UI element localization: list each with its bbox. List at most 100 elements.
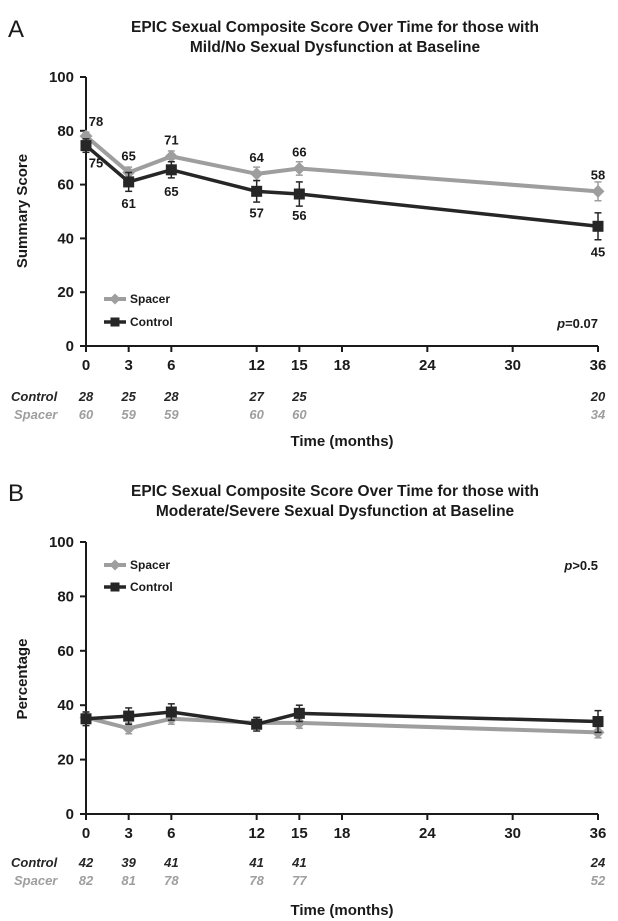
x-tick-label: 15 (291, 357, 308, 374)
x-tick-label: 6 (167, 825, 175, 842)
legend-marker-control (110, 582, 120, 592)
count-row-label-spacer: Spacer (14, 407, 58, 422)
count-control: 24 (590, 855, 606, 870)
count-spacer: 78 (249, 873, 264, 888)
count-spacer: 59 (121, 407, 136, 422)
x-tick-label: 3 (124, 357, 132, 374)
y-tick-label: 100 (49, 534, 74, 551)
data-point-control (592, 220, 604, 232)
count-row-label-control: Control (11, 389, 58, 404)
panel-b-p-value: p>0.5 (563, 558, 598, 573)
count-spacer: 82 (79, 873, 94, 888)
count-spacer: 81 (121, 873, 135, 888)
panel-a-y-axis-label: Summary Score (14, 154, 31, 268)
data-label-control: 65 (164, 184, 178, 199)
panel-a-title-line2: Mild/No Sexual Dysfunction at Baseline (190, 39, 481, 56)
x-tick-label: 18 (334, 825, 351, 842)
x-tick-label: 18 (334, 357, 351, 374)
y-tick-label: 20 (57, 284, 74, 301)
panel-b: B EPIC Sexual Composite Score Over Time … (8, 480, 606, 919)
x-tick-label: 36 (590, 357, 607, 374)
x-tick-label: 12 (248, 825, 265, 842)
data-label-spacer: 66 (292, 144, 306, 159)
y-tick-label: 0 (66, 806, 74, 823)
count-spacer: 78 (164, 873, 179, 888)
x-tick-label: 12 (248, 357, 265, 374)
count-control: 41 (248, 855, 263, 870)
count-control: 39 (121, 855, 136, 870)
count-control: 41 (163, 855, 178, 870)
data-label-control: 57 (249, 205, 263, 220)
x-tick-label: 36 (590, 825, 607, 842)
data-point-control (80, 713, 92, 725)
panel-b-x-axis-label: Time (months) (290, 902, 393, 919)
count-spacer: 77 (292, 873, 307, 888)
series-line-spacer (84, 134, 599, 194)
panel-b-title-line2: Moderate/Severe Sexual Dysfunction at Ba… (156, 503, 515, 520)
legend-label-spacer: Spacer (130, 292, 170, 306)
panel-b-y-axis-label: Percentage (14, 639, 31, 720)
data-label-spacer: 78 (89, 114, 103, 129)
data-label-control: 45 (591, 244, 605, 259)
data-point-control (123, 710, 135, 722)
data-label-spacer: 64 (249, 150, 264, 165)
count-control: 28 (163, 389, 179, 404)
panel-letter-a: A (8, 16, 24, 43)
count-control: 20 (590, 389, 606, 404)
count-control: 42 (78, 855, 94, 870)
data-label-spacer: 71 (164, 132, 178, 147)
data-point-control (123, 176, 135, 188)
x-tick-label: 30 (504, 825, 521, 842)
data-point-control (293, 707, 305, 719)
y-tick-label: 60 (57, 643, 74, 660)
count-control: 41 (291, 855, 306, 870)
legend-label-spacer: Spacer (130, 558, 170, 572)
data-point-control (251, 185, 263, 197)
data-point-spacer (122, 721, 136, 735)
x-tick-label: 24 (419, 825, 436, 842)
panel-a-title-line1: EPIC Sexual Composite Score Over Time fo… (131, 19, 539, 36)
data-point-spacer (292, 716, 306, 730)
x-tick-label: 24 (419, 357, 436, 374)
data-point-spacer (292, 161, 306, 175)
panel-letter-b: B (8, 480, 24, 507)
data-point-spacer (250, 167, 264, 181)
data-label-spacer: 65 (121, 148, 135, 163)
legend-label-control: Control (130, 315, 173, 329)
series-line-control (85, 710, 599, 726)
data-point-control (592, 716, 604, 728)
y-tick-label: 40 (57, 697, 74, 714)
count-spacer: 60 (292, 407, 307, 422)
panel-b-title-line1: EPIC Sexual Composite Score Over Time fo… (131, 483, 539, 500)
data-label-control: 56 (292, 208, 306, 223)
x-tick-label: 0 (82, 357, 90, 374)
data-point-control (165, 164, 177, 176)
y-tick-label: 20 (57, 752, 74, 769)
count-spacer: 60 (79, 407, 94, 422)
count-spacer: 60 (249, 407, 264, 422)
count-row-label-control: Control (11, 855, 58, 870)
count-spacer: 59 (164, 407, 179, 422)
data-point-spacer (164, 149, 178, 163)
series-line-spacer (85, 715, 599, 735)
y-tick-label: 60 (57, 177, 74, 194)
x-tick-label: 3 (124, 825, 132, 842)
data-point-control (251, 718, 263, 730)
panel-a-x-axis-label: Time (months) (290, 433, 393, 450)
legend-marker-spacer (109, 293, 121, 305)
count-control: 25 (291, 389, 307, 404)
x-tick-label: 0 (82, 825, 90, 842)
count-row-label-spacer: Spacer (14, 873, 58, 888)
y-tick-label: 80 (57, 123, 74, 140)
y-tick-label: 40 (57, 230, 74, 247)
count-spacer: 34 (591, 407, 606, 422)
data-point-control (80, 140, 92, 152)
count-spacer: 52 (591, 873, 606, 888)
series-line-control (84, 144, 599, 229)
data-point-control (165, 706, 177, 718)
count-control: 28 (78, 389, 94, 404)
count-control: 25 (120, 389, 136, 404)
data-point-control (293, 188, 305, 200)
